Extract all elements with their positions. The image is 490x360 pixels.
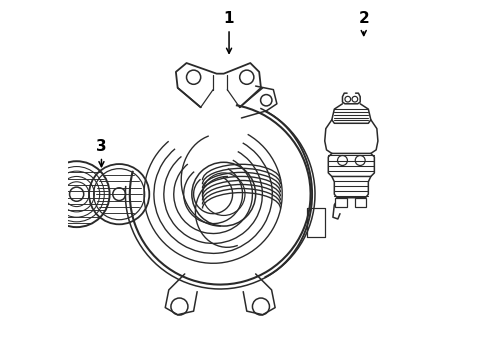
Text: 3: 3 xyxy=(96,139,107,167)
Text: 2: 2 xyxy=(358,11,369,36)
Bar xyxy=(335,198,347,207)
Bar xyxy=(355,198,366,207)
Text: 1: 1 xyxy=(224,11,234,53)
